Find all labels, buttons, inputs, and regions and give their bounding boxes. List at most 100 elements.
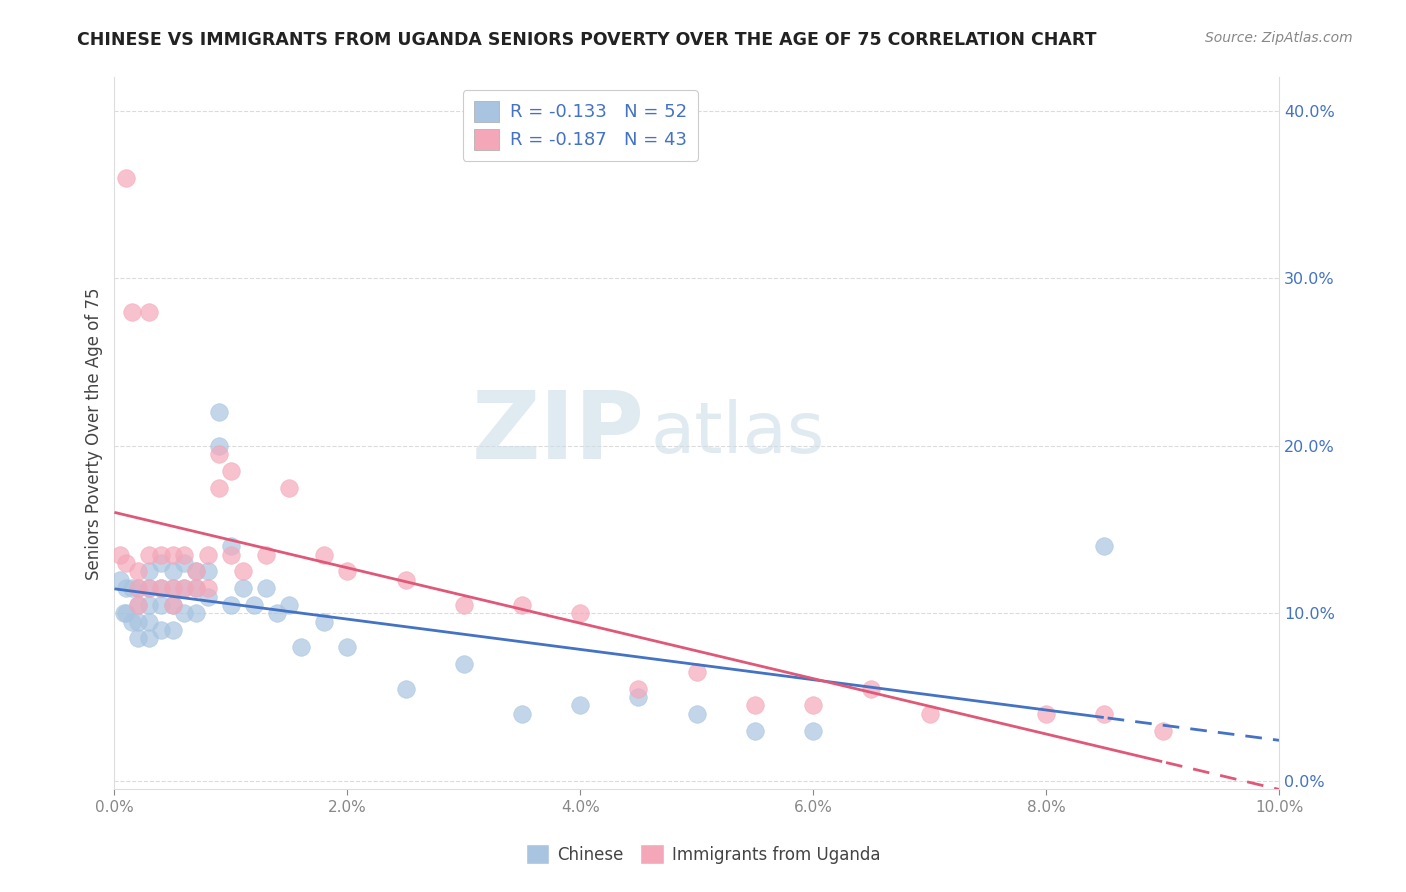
Point — [266, 607, 288, 621]
Point — [744, 698, 766, 713]
Point — [127, 581, 149, 595]
Text: atlas: atlas — [650, 399, 824, 467]
Point — [150, 581, 173, 595]
Point — [138, 548, 160, 562]
Point — [686, 706, 709, 721]
Point — [744, 723, 766, 738]
Point — [173, 581, 195, 595]
Point — [112, 607, 135, 621]
Point — [162, 623, 184, 637]
Point — [394, 681, 416, 696]
Point — [138, 305, 160, 319]
Point — [121, 615, 143, 629]
Y-axis label: Seniors Poverty Over the Age of 75: Seniors Poverty Over the Age of 75 — [86, 287, 103, 580]
Point — [254, 548, 277, 562]
Point — [110, 548, 132, 562]
Point — [127, 615, 149, 629]
Point — [219, 548, 242, 562]
Point — [231, 581, 253, 595]
Point — [219, 539, 242, 553]
Point — [336, 640, 359, 654]
Point — [686, 665, 709, 679]
Point — [162, 565, 184, 579]
Point — [150, 581, 173, 595]
Point — [150, 548, 173, 562]
Point — [173, 607, 195, 621]
Point — [138, 581, 160, 595]
Point — [115, 581, 138, 595]
Point — [184, 607, 207, 621]
Point — [208, 481, 231, 495]
Point — [127, 598, 149, 612]
Point — [138, 615, 160, 629]
Point — [801, 723, 824, 738]
Point — [127, 598, 149, 612]
Point — [162, 598, 184, 612]
Point — [569, 698, 592, 713]
Point — [510, 706, 533, 721]
Point — [162, 598, 184, 612]
Point — [121, 305, 143, 319]
Point — [184, 581, 207, 595]
Point — [254, 581, 277, 595]
Point — [453, 598, 475, 612]
Legend: R = -0.133   N = 52, R = -0.187   N = 43: R = -0.133 N = 52, R = -0.187 N = 43 — [463, 90, 697, 161]
Point — [162, 581, 184, 595]
Point — [453, 657, 475, 671]
Point — [918, 706, 941, 721]
Point — [110, 573, 132, 587]
Point — [127, 581, 149, 595]
Point — [231, 565, 253, 579]
Point — [219, 464, 242, 478]
Point — [208, 439, 231, 453]
Point — [1092, 539, 1115, 553]
Point — [278, 598, 301, 612]
Point — [162, 548, 184, 562]
Point — [197, 548, 219, 562]
Point — [162, 581, 184, 595]
Text: CHINESE VS IMMIGRANTS FROM UGANDA SENIORS POVERTY OVER THE AGE OF 75 CORRELATION: CHINESE VS IMMIGRANTS FROM UGANDA SENIOR… — [77, 31, 1097, 49]
Point — [115, 607, 138, 621]
Point — [138, 632, 160, 646]
Point — [278, 481, 301, 495]
Point — [290, 640, 312, 654]
Point — [336, 565, 359, 579]
Point — [860, 681, 883, 696]
Point — [173, 556, 195, 570]
Point — [197, 581, 219, 595]
Point — [184, 581, 207, 595]
Point — [197, 565, 219, 579]
Point — [1152, 723, 1174, 738]
Point — [138, 598, 160, 612]
Point — [569, 607, 592, 621]
Point — [127, 565, 149, 579]
Point — [243, 598, 266, 612]
Point — [312, 615, 335, 629]
Text: Source: ZipAtlas.com: Source: ZipAtlas.com — [1205, 31, 1353, 45]
Point — [184, 565, 207, 579]
Point — [394, 573, 416, 587]
Point — [208, 447, 231, 461]
Text: ZIP: ZIP — [471, 387, 644, 479]
Point — [184, 565, 207, 579]
Point — [115, 556, 138, 570]
Point — [627, 681, 650, 696]
Point — [208, 405, 231, 419]
Point — [173, 581, 195, 595]
Point — [627, 690, 650, 704]
Point — [150, 556, 173, 570]
Point — [121, 581, 143, 595]
Point — [510, 598, 533, 612]
Point — [1092, 706, 1115, 721]
Point — [138, 581, 160, 595]
Point — [197, 590, 219, 604]
Point — [127, 632, 149, 646]
Point — [138, 565, 160, 579]
Legend: Chinese, Immigrants from Uganda: Chinese, Immigrants from Uganda — [519, 838, 887, 871]
Point — [312, 548, 335, 562]
Point — [173, 548, 195, 562]
Point — [801, 698, 824, 713]
Point — [150, 623, 173, 637]
Point — [219, 598, 242, 612]
Point — [150, 598, 173, 612]
